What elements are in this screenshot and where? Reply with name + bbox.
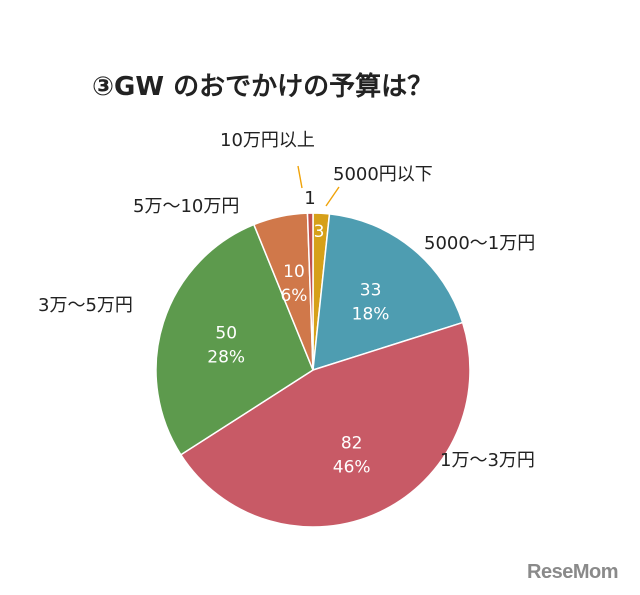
category-label-1: 5000～1万円 [424, 233, 535, 254]
value-label-3: 50 [215, 323, 237, 343]
resemom-watermark-logo: ReseMom [527, 561, 618, 583]
value-label-4: 10 [283, 262, 305, 282]
value-label-0: 3 [314, 222, 325, 242]
value-label-1: 33 [360, 280, 382, 300]
chart-title: ③GW のおでかけの予算は？ [92, 72, 434, 102]
category-label-0: 5000円以下 [333, 164, 433, 185]
percent-label-1: 18% [352, 304, 390, 324]
value-label-2: 82 [341, 433, 363, 453]
category-label-4: 5万～10万円 [133, 196, 239, 217]
category-label-3: 3万～5万円 [38, 295, 133, 316]
percent-label-2: 46% [333, 457, 371, 477]
leader-line-5000 [325, 186, 340, 207]
value-label-5: 1 [304, 188, 315, 209]
category-label-5: 10万円以上 [220, 130, 315, 151]
percent-label-3: 28% [207, 347, 245, 367]
leader-line-10man [297, 165, 303, 189]
pie-slice-1 [312, 213, 464, 372]
category-label-2: 1万～3万円 [440, 450, 535, 471]
percent-label-4: 6% [280, 286, 307, 306]
pie-slice-3 [155, 223, 314, 456]
pie-slice-5 [306, 212, 314, 371]
pie-slice-2 [179, 321, 471, 528]
